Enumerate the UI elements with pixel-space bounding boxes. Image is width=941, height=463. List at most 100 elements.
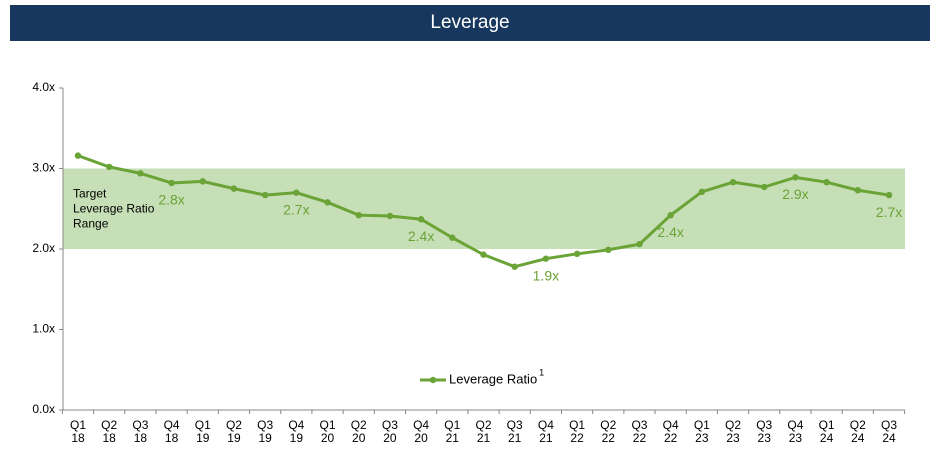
x-tick-label: 23 xyxy=(726,431,740,445)
data-label: 2.4x xyxy=(408,228,434,244)
x-tick-label: 19 xyxy=(258,431,272,445)
point xyxy=(74,152,82,159)
legend-label: Leverage Ratio xyxy=(449,371,537,386)
x-tick-label: Q2 xyxy=(725,418,741,432)
x-tick-label: Q3 xyxy=(382,418,398,432)
point xyxy=(885,191,893,199)
point xyxy=(137,170,144,177)
x-tick-label: 19 xyxy=(227,431,241,445)
band-label: Range xyxy=(73,217,109,231)
x-tick-label: 22 xyxy=(664,431,678,445)
x-tick-label: Q1 xyxy=(819,418,835,432)
y-tick-label: 4.0x xyxy=(32,80,55,94)
x-tick-label: 22 xyxy=(633,431,647,445)
x-tick-label: 19 xyxy=(290,431,304,445)
x-tick-label: 23 xyxy=(758,431,772,445)
point xyxy=(729,178,737,186)
point xyxy=(449,234,456,241)
x-tick-label: 18 xyxy=(134,431,148,445)
x-tick-label: 23 xyxy=(695,431,709,445)
x-tick-label: Q4 xyxy=(663,418,679,432)
x-tick-label: 18 xyxy=(71,431,85,445)
x-tick-label: 20 xyxy=(352,431,366,445)
x-tick-label: Q1 xyxy=(444,418,460,432)
x-tick-label: Q2 xyxy=(850,418,866,432)
x-tick-label: Q1 xyxy=(195,418,211,432)
x-tick-label: Q4 xyxy=(538,418,554,432)
band-label: Target xyxy=(73,187,107,201)
point xyxy=(761,183,768,191)
x-tick-label: 21 xyxy=(446,431,460,445)
band-label: Leverage Ratio xyxy=(73,202,155,216)
x-tick-label: Q2 xyxy=(101,418,117,432)
x-tick-label: Q3 xyxy=(631,418,647,432)
chart-title: Leverage xyxy=(430,12,509,33)
point xyxy=(386,212,394,220)
point xyxy=(324,199,331,206)
x-tick-label: 20 xyxy=(383,431,397,445)
x-tick-label: 18 xyxy=(103,431,117,445)
title-bar xyxy=(10,5,930,41)
x-tick-label: Q3 xyxy=(881,418,897,432)
legend-superscript: 1 xyxy=(539,367,544,377)
y-tick-label: 1.0x xyxy=(32,322,55,336)
x-tick-label: Q3 xyxy=(132,418,148,432)
legend-marker xyxy=(429,376,437,384)
x-tick-label: 24 xyxy=(851,431,865,445)
data-label: 1.9x xyxy=(533,267,559,283)
x-tick-label: 24 xyxy=(882,431,896,445)
point xyxy=(573,250,581,258)
x-tick-label: Q4 xyxy=(288,418,304,432)
y-tick-label: 0.0x xyxy=(32,402,55,416)
x-tick-label: Q2 xyxy=(226,418,242,432)
point xyxy=(261,191,269,199)
point xyxy=(168,179,175,187)
x-tick-label: 24 xyxy=(820,431,834,445)
point xyxy=(636,240,643,248)
point xyxy=(355,211,362,219)
x-tick-label: Q1 xyxy=(569,418,585,432)
x-tick-label: 22 xyxy=(602,431,616,445)
point xyxy=(293,189,300,196)
x-tick-label: Q3 xyxy=(257,418,273,432)
x-tick-label: Q3 xyxy=(756,418,772,432)
y-tick-label: 3.0x xyxy=(32,161,55,175)
point xyxy=(511,263,518,270)
x-tick-label: 22 xyxy=(570,431,584,445)
y-tick-label: 2.0x xyxy=(32,241,55,255)
x-tick-label: 18 xyxy=(165,431,179,445)
point xyxy=(854,187,862,194)
x-tick-label: 21 xyxy=(508,431,522,445)
point xyxy=(230,185,238,192)
x-tick-label: 23 xyxy=(789,431,803,445)
point xyxy=(105,163,113,171)
point xyxy=(199,178,206,185)
x-tick-label: 20 xyxy=(414,431,428,445)
x-tick-label: 20 xyxy=(321,431,335,445)
x-tick-label: Q1 xyxy=(694,418,710,432)
x-tick-label: Q1 xyxy=(320,418,336,432)
data-label: 2.7x xyxy=(283,201,309,217)
x-tick-label: 21 xyxy=(477,431,491,445)
point xyxy=(417,216,425,223)
point xyxy=(792,174,799,181)
x-tick-label: Q1 xyxy=(70,418,86,432)
data-label: 2.4x xyxy=(657,224,683,240)
x-tick-label: Q3 xyxy=(507,418,523,432)
x-tick-label: 19 xyxy=(196,431,210,445)
point xyxy=(698,188,706,196)
x-tick-label: Q4 xyxy=(787,418,803,432)
x-tick-label: Q2 xyxy=(600,418,616,432)
data-label: 2.7x xyxy=(876,204,902,220)
point xyxy=(605,246,612,254)
x-tick-label: Q2 xyxy=(475,418,491,432)
point xyxy=(667,211,674,219)
x-tick-label: Q4 xyxy=(164,418,180,432)
data-label: 2.9x xyxy=(782,186,808,202)
x-tick-label: 21 xyxy=(539,431,553,445)
point xyxy=(823,178,830,186)
point xyxy=(480,251,487,258)
x-tick-label: Q2 xyxy=(351,418,367,432)
